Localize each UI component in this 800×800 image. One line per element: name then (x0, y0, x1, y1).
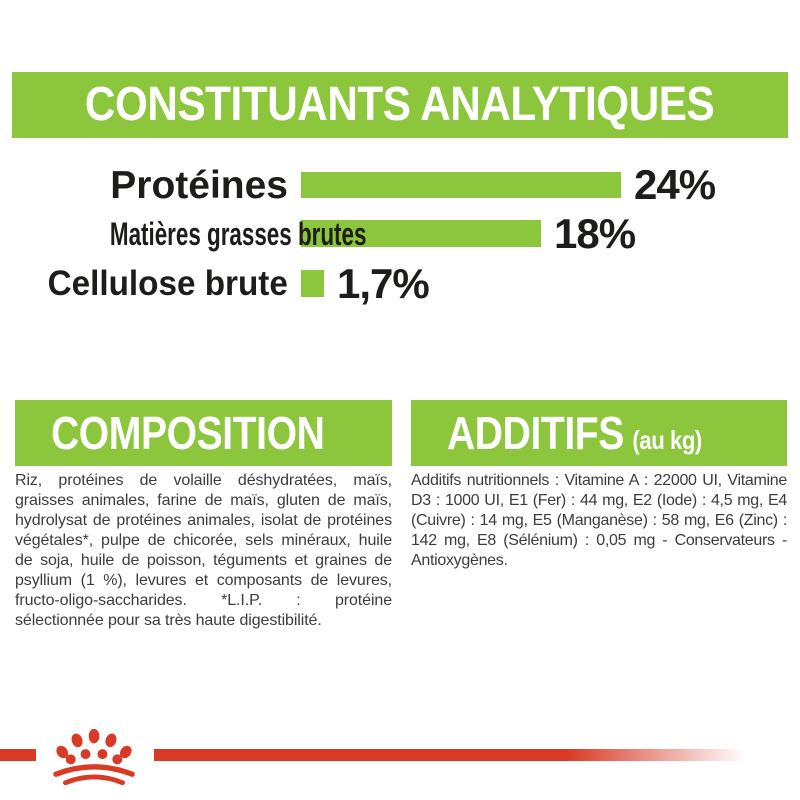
composition-title: COMPOSITION (51, 407, 325, 459)
royal-canin-crown-logo-icon (53, 728, 135, 786)
analytical-constituents-header-band: CONSTITUANTS ANALYTIQUES (12, 72, 788, 138)
composition-body-text: Riz, protéines de volaille déshydratées,… (15, 472, 392, 629)
page-title: CONSTITUANTS ANALYTIQUES (85, 78, 715, 131)
chart-bar-crude-fibre (301, 270, 324, 297)
chart-value-proteins: 24% (634, 161, 716, 208)
footer-divider-line (0, 749, 746, 761)
chart-bar-proteins (301, 172, 621, 198)
chart-bar-crude-fat (301, 220, 541, 247)
chart-row-crude-fat: Matières grasses brutes 18% (0, 212, 800, 255)
chart-value-crude-fat: 18% (554, 209, 636, 257)
chart-value-crude-fibre: 1,7% (337, 259, 430, 307)
chart-label-crude-fat: Matières grasses brutes (109, 215, 367, 252)
chart-label-crude-fibre: Cellulose brute (47, 264, 288, 303)
composition-header-band: COMPOSITION (15, 400, 392, 466)
additives-title-suffix: (au kg) (632, 425, 702, 455)
chart-row-crude-fibre: Cellulose brute 1,7% (0, 261, 800, 306)
chart-row-proteins: Protéines 24% (0, 163, 800, 207)
additives-body-text: Additifs nutritionnels : Vitamine A : 22… (411, 472, 787, 569)
additives-title: ADDITIFS (au kg) (447, 407, 702, 459)
additives-header-band: ADDITIFS (au kg) (411, 400, 787, 466)
chart-label-proteins: Protéines (110, 163, 288, 207)
